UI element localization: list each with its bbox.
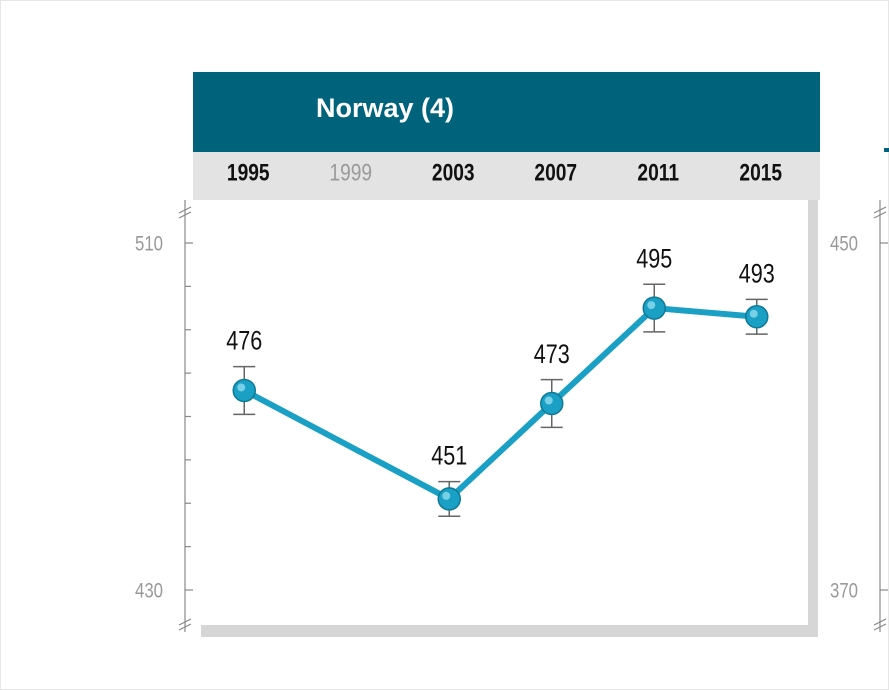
y-tick-label: 450 [830, 233, 858, 256]
header-bar [193, 72, 820, 152]
year-row [193, 152, 820, 200]
x-tick-label: 2003 [432, 158, 475, 186]
value-label: 473 [534, 340, 570, 370]
chart-title: Norway (4) [316, 93, 454, 123]
plot-area [193, 200, 808, 625]
x-tick-label: 1995 [227, 158, 270, 186]
axis-break [873, 206, 887, 219]
value-label: 476 [226, 327, 262, 357]
point [232, 378, 256, 403]
point-highlight [442, 491, 451, 500]
axis-break [178, 618, 192, 631]
x-tick-label: 2007 [534, 158, 577, 186]
point [745, 304, 769, 329]
point [437, 487, 461, 511]
axis-break [873, 618, 887, 631]
point-highlight [544, 396, 553, 405]
point-highlight [237, 383, 246, 392]
y-tick-label: 370 [830, 580, 858, 603]
value-label: 493 [739, 259, 775, 289]
value-label: 451 [431, 441, 467, 471]
point-highlight [647, 301, 656, 310]
point [642, 296, 666, 320]
point-highlight [749, 309, 758, 318]
x-tick-label: 2011 [637, 158, 679, 186]
value-label: 495 [636, 244, 672, 274]
y-tick-label: 510 [135, 233, 163, 256]
x-tick-label: 1999 [329, 158, 372, 186]
point [540, 391, 564, 416]
x-tick-label: 2015 [739, 158, 782, 186]
y-tick-label: 430 [135, 580, 163, 603]
next-header-edge [884, 148, 889, 152]
axis-break [178, 206, 192, 219]
